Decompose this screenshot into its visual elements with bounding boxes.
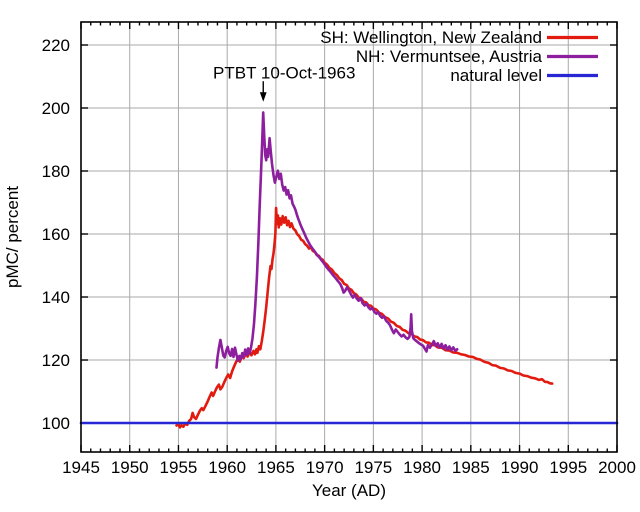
y-tick-label: 180 bbox=[42, 162, 70, 181]
x-tick-label: 1950 bbox=[111, 458, 149, 477]
x-tick-label: 1945 bbox=[62, 458, 100, 477]
legend-label: SH: Wellington, New Zealand bbox=[320, 28, 542, 47]
series-group bbox=[79, 111, 619, 429]
x-axis-title: Year (AD) bbox=[312, 481, 386, 500]
y-tick-label: 160 bbox=[42, 225, 70, 244]
plot-frame bbox=[80, 21, 618, 453]
x-tick-label: 1985 bbox=[452, 458, 490, 477]
x-tick-label: 1975 bbox=[354, 458, 392, 477]
tick-labels: 1945 1950 1955 1960 1965 1970 1975 1980 1985 1990… bbox=[42, 36, 636, 477]
series-line-1 bbox=[215, 111, 459, 369]
x-tick-label: 1995 bbox=[549, 458, 587, 477]
annotation-arrowhead bbox=[259, 92, 267, 102]
y-tick-label: 140 bbox=[42, 288, 70, 307]
y-axis-title: pMC/ percent bbox=[3, 186, 22, 288]
legend-label: NH: Vermuntsee, Austria bbox=[356, 47, 543, 66]
annotation: PTBT 10-Oct-1963 bbox=[213, 63, 355, 102]
y-tick-label: 120 bbox=[42, 351, 70, 370]
series-line-0 bbox=[175, 206, 554, 429]
x-tick-label: 1980 bbox=[403, 458, 441, 477]
x-tick-label: 2000 bbox=[598, 458, 636, 477]
x-tick-label: 1970 bbox=[306, 458, 344, 477]
x-tick-label: 1960 bbox=[208, 458, 246, 477]
y-tick-label: 200 bbox=[42, 99, 70, 118]
x-tick-label: 1965 bbox=[257, 458, 295, 477]
y-tick-label: 220 bbox=[42, 36, 70, 55]
annotation-text: PTBT 10-Oct-1963 bbox=[213, 63, 355, 82]
x-tick-label: 1990 bbox=[501, 458, 539, 477]
x-tick-label: 1955 bbox=[160, 458, 198, 477]
y-tick-label: 100 bbox=[42, 414, 70, 433]
legend-label: natural level bbox=[450, 66, 542, 85]
